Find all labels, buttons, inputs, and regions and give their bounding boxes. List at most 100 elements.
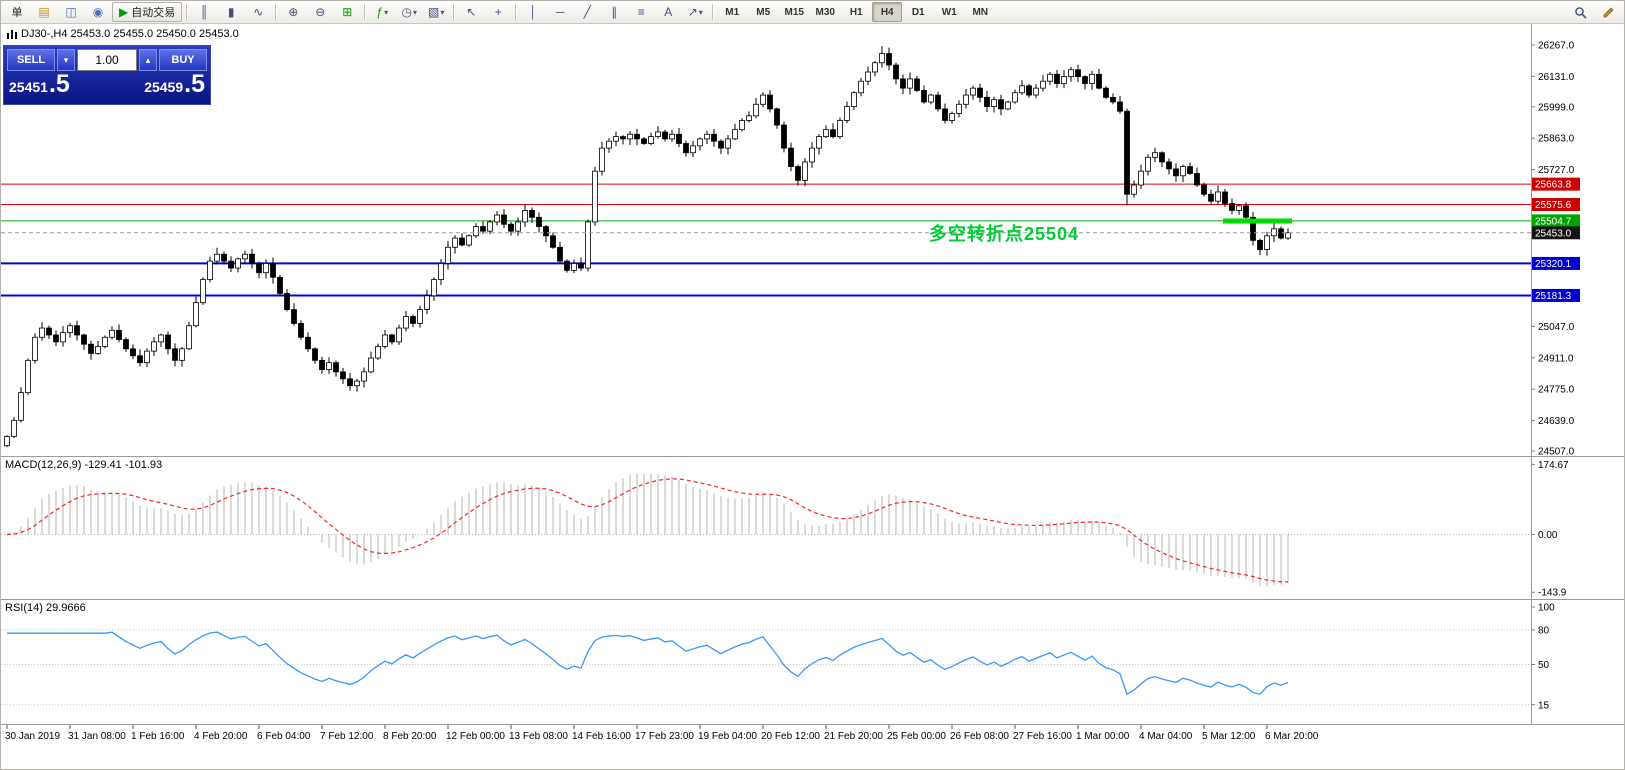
- price-badge: [1532, 256, 1580, 270]
- info-icon[interactable]: ◉: [85, 2, 111, 22]
- time-axis-label: 14 Feb 16:00: [572, 731, 631, 742]
- arrows-icon[interactable]: ↗ ▾: [682, 2, 708, 22]
- volume-up-button[interactable]: ▴: [139, 49, 157, 71]
- time-axis-label: 1 Mar 00:00: [1076, 731, 1130, 742]
- price-badge: [1532, 214, 1580, 228]
- rsi-label: RSI(14) 29.9666: [5, 602, 86, 614]
- channel-icon[interactable]: ∥: [601, 2, 627, 22]
- candlesticks: [4, 46, 1291, 448]
- price-badge: [1532, 197, 1580, 211]
- timeframe-m15[interactable]: M15: [784, 6, 804, 18]
- text-icon[interactable]: A: [655, 2, 681, 22]
- crosshair-icon: +: [494, 5, 502, 19]
- time-axis-label: 20 Feb 12:00: [761, 731, 820, 742]
- rsi-scale-label: 15: [1538, 700, 1550, 711]
- bar-chart-icon[interactable]: ║: [191, 2, 217, 22]
- price-axis-label: 26267.0: [1538, 41, 1575, 52]
- autotrading-button[interactable]: ▶ 自动交易: [112, 2, 183, 22]
- volume-input[interactable]: [77, 49, 137, 71]
- zoom-out-icon[interactable]: ⊖: [307, 2, 333, 22]
- rsi-panel: [1, 629, 1531, 706]
- volume-down-button[interactable]: ▾: [57, 49, 75, 71]
- autotrading-button-label: 自动交易: [131, 7, 176, 19]
- timeframe-w1[interactable]: W1: [941, 6, 957, 18]
- rsi-line: [7, 631, 1289, 696]
- fibonacci-icon[interactable]: ≡: [628, 2, 654, 22]
- info-icon: ◉: [92, 5, 104, 19]
- time-axis-label: 27 Feb 16:00: [1013, 731, 1072, 742]
- dropdown-caret-icon: ▾: [384, 7, 389, 17]
- toolbar-separator: [186, 4, 188, 20]
- new-order-button-label: 单: [11, 7, 23, 19]
- timeframe-m5[interactable]: M5: [756, 6, 771, 18]
- time-axis-label: 8 Feb 20:00: [383, 731, 437, 742]
- templates-icon: ▧: [428, 5, 440, 19]
- indicators-icon[interactable]: ƒ ▾: [369, 2, 395, 22]
- trendline-icon: ╱: [583, 5, 591, 19]
- toolbar: 单 ▤ ◫ ◉ ▶ 自动交易 ║ ▮ ∿ ⊕ ⊖ ⊞ ƒ ▾ ◷ ▾ ▧ ▾ ↖ + │ ─ ╱ ∥ ≡ A ↗ ▾ M1 M5 M15 M3…: [1, 1, 1624, 24]
- bar-chart-icon: ║: [199, 5, 209, 19]
- chart-window-icon: ▤: [38, 5, 50, 19]
- trendline-icon[interactable]: ╱: [574, 2, 600, 22]
- chart-window-icon[interactable]: ▤: [31, 2, 57, 22]
- time-axis-label: 31 Jan 08:00: [68, 731, 126, 742]
- market-watch-icon[interactable]: ◫: [58, 2, 84, 22]
- pencil-icon[interactable]: [1595, 2, 1621, 22]
- periods-icon[interactable]: ◷ ▾: [396, 2, 422, 22]
- time-axis-label: 17 Feb 23:00: [635, 731, 694, 742]
- line-chart-icon: ∿: [253, 5, 264, 19]
- toolbar-separator: [712, 4, 714, 20]
- indicators-icon: ƒ: [376, 5, 384, 19]
- horizontal-line-icon[interactable]: ─: [547, 2, 573, 22]
- time-axis-label: 12 Feb 00:00: [446, 731, 505, 742]
- arrows-icon: ↗: [687, 5, 698, 19]
- new-order-button[interactable]: 单: [4, 2, 30, 22]
- rsi-scale-label: 80: [1538, 626, 1550, 637]
- time-axis-label: 4 Feb 20:00: [194, 731, 248, 742]
- tile-windows-icon[interactable]: ⊞: [334, 2, 360, 22]
- chart-icon: [7, 30, 17, 39]
- price-axis-label: 24507.0: [1538, 447, 1575, 458]
- cursor-icon[interactable]: ↖: [458, 2, 484, 22]
- price-badge: [1532, 226, 1580, 240]
- price-badge-text: 25453.0: [1535, 228, 1572, 239]
- timeframe-d1[interactable]: D1: [911, 6, 925, 18]
- timeframe-m30[interactable]: M30: [815, 6, 835, 18]
- time-axis-label: 1 Feb 16:00: [131, 731, 185, 742]
- timeframe-m1[interactable]: M1: [725, 6, 740, 18]
- price-badge-text: 25181.3: [1535, 291, 1572, 302]
- price-axis-label: 24911.0: [1538, 353, 1574, 364]
- search-icon[interactable]: [1567, 2, 1593, 22]
- toolbar-separator: [453, 4, 455, 20]
- price-axis-label: 26131.0: [1538, 72, 1575, 83]
- time-axis-label: 30 Jan 2019: [5, 731, 60, 742]
- line-chart-icon[interactable]: ∿: [245, 2, 271, 22]
- chart-annotation: 多空转折点25504: [929, 224, 1080, 244]
- macd-scale-label: 0.00: [1538, 530, 1558, 541]
- zoom-in-icon[interactable]: ⊕: [280, 2, 306, 22]
- vertical-line-icon[interactable]: │: [520, 2, 546, 22]
- toolbar-separator: [515, 4, 517, 20]
- price-axis-label: 24639.0: [1538, 416, 1575, 427]
- price-badge-text: 25320.1: [1535, 259, 1572, 270]
- sell-button[interactable]: SELL: [7, 49, 55, 71]
- chart-title-text: DJ30-,H4 25453.0 25455.0 25450.0 25453.0: [21, 28, 239, 40]
- price-badge-text: 25575.6: [1535, 200, 1572, 211]
- toolbar-separator: [364, 4, 366, 20]
- price-axis-label: 24775.0: [1538, 385, 1575, 396]
- timeframe-h1[interactable]: H1: [849, 6, 863, 18]
- timeframe-mn[interactable]: MN: [972, 6, 989, 18]
- macd-signal-line: [6, 478, 1289, 583]
- macd-label: MACD(12,26,9) -129.41 -101.93: [5, 459, 163, 471]
- templates-icon[interactable]: ▧ ▾: [423, 2, 449, 22]
- dropdown-caret-icon: ▾: [698, 7, 703, 17]
- timeframe-h4[interactable]: H4: [872, 2, 903, 22]
- candlestick-chart-icon[interactable]: ▮: [218, 2, 244, 22]
- crosshair-icon[interactable]: +: [485, 2, 511, 22]
- time-axis-label: 13 Feb 08:00: [509, 731, 568, 742]
- buy-price: 25459 .5: [144, 70, 205, 98]
- time-axis-label: 19 Feb 04:00: [698, 731, 757, 742]
- price-badge-text: 25504.7: [1535, 216, 1572, 227]
- buy-button[interactable]: BUY: [159, 49, 207, 71]
